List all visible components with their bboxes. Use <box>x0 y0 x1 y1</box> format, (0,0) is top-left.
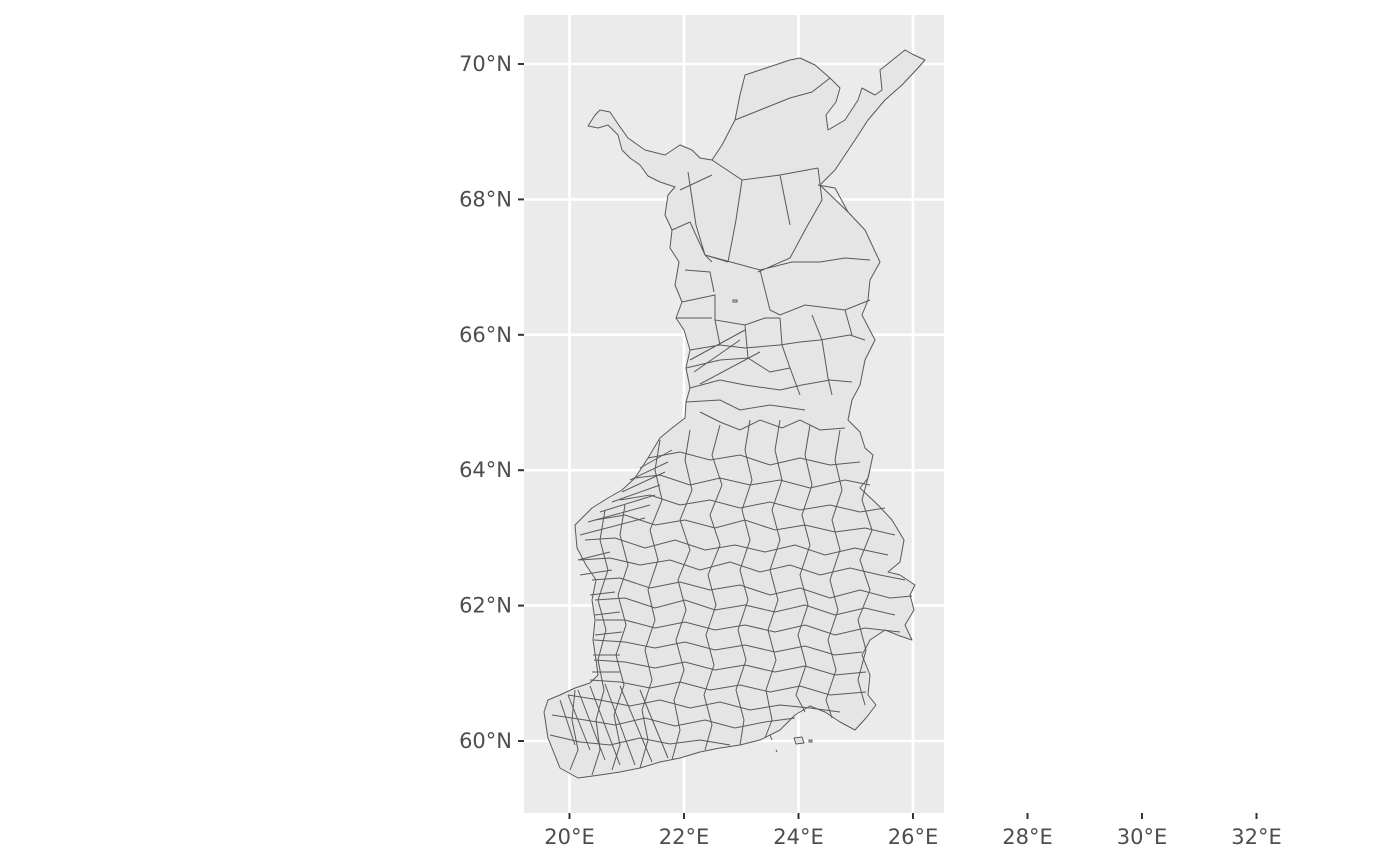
y-tick-label: 62°N <box>459 594 512 618</box>
coastal-strips <box>559 449 673 766</box>
y-axis: 60°N 62°N 64°N 66°N 68°N 70°N <box>459 52 524 753</box>
x-tick-label: 30°E <box>1117 825 1168 849</box>
x-axis: 20°E 22°E 24°E 26°E 28°E 30°E 32°E <box>544 813 1282 849</box>
x-tick-label: 26°E <box>888 825 939 849</box>
x-tick-label: 32°E <box>1231 825 1282 849</box>
inland-lake <box>732 299 738 303</box>
middle-boundaries <box>685 309 866 431</box>
x-tick-label: 22°E <box>659 825 710 849</box>
y-tick-label: 64°N <box>459 458 512 482</box>
north-boundaries <box>671 77 871 326</box>
y-tick-label: 60°N <box>459 729 512 753</box>
finland-outline <box>543 49 926 779</box>
x-tick-label: 20°E <box>544 825 595 849</box>
island-south-1 <box>793 736 805 745</box>
island-south-4 <box>775 749 778 753</box>
regions <box>543 49 926 779</box>
x-tick-label: 28°E <box>1002 825 1053 849</box>
y-tick-label: 68°N <box>459 187 512 211</box>
island-south-2 <box>808 739 813 743</box>
x-tick-label: 24°E <box>773 825 824 849</box>
island-south-3 <box>769 734 773 741</box>
y-tick-label: 70°N <box>459 52 512 76</box>
y-tick-label: 66°N <box>459 323 512 347</box>
south-mesh-vertical <box>569 419 873 776</box>
